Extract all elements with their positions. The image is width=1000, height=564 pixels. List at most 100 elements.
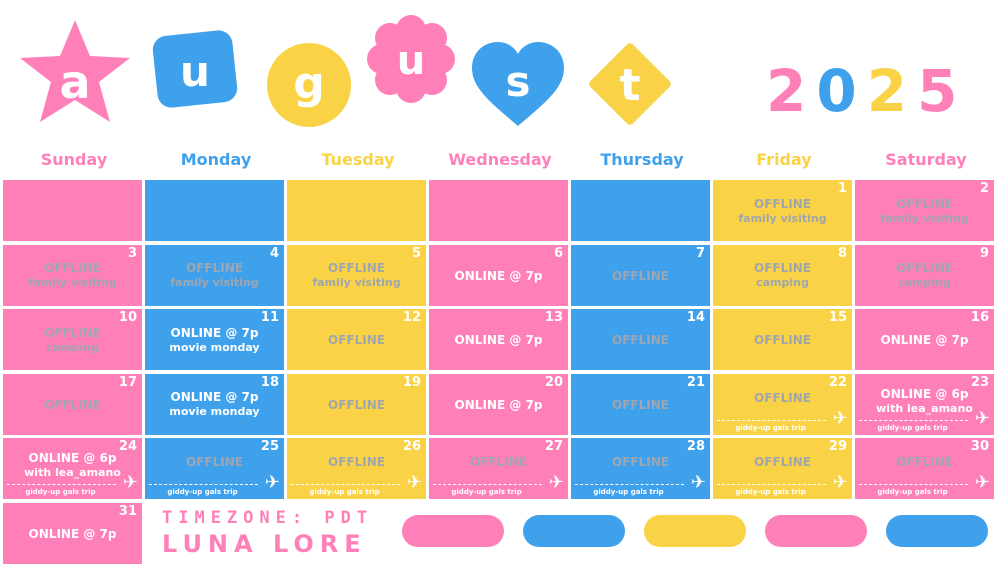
status-text: ONLINE @ 7p (454, 333, 543, 347)
day-number: 15 (828, 310, 847, 325)
status-note: family visiting (312, 276, 401, 289)
day-number: 29 (828, 439, 847, 454)
status-note: with lea_amano (876, 401, 973, 415)
dayname-tuesday: Tuesday (321, 150, 395, 169)
status-note: movie monday (169, 340, 260, 354)
status-text: OFFLINE (44, 397, 101, 412)
title-letter-s-heart: s (472, 42, 564, 126)
day-cell-29: 29 OFFLINE ✈ giddy-up gals trip (713, 438, 852, 499)
trip-dashed-line (149, 484, 258, 485)
day-cell-24: 24 ONLINE @ 6p with lea_amano ✈ giddy-up gal… (3, 438, 142, 499)
day-number: 25 (260, 439, 279, 454)
day-cell-6: 6 ONLINE @ 7p (429, 244, 568, 306)
day-cell-9: 9 OFFLINE camping (855, 244, 994, 306)
day-number: 27 (544, 439, 563, 454)
status-text: OFFLINE (328, 333, 385, 347)
letter-a: a (59, 55, 90, 109)
day-number: 26 (402, 439, 421, 454)
trip-dashed-line (433, 484, 542, 485)
day-cell-27: 27 OFFLINE ✈ giddy-up gals trip (429, 438, 568, 499)
status-text: ONLINE @ 7p (170, 325, 259, 340)
decor-pill (765, 515, 867, 547)
status-text: ONLINE @ 7p (28, 526, 117, 541)
day-cell-28: 28 OFFLINE ✈ giddy-up gals trip (571, 438, 710, 499)
decor-pill (402, 515, 504, 547)
trip-dashed-line (7, 484, 116, 485)
day-number: 20 (544, 374, 563, 390)
day-number: 5 (411, 245, 421, 261)
status-text: ONLINE @ 7p (454, 397, 543, 412)
status-note: family visiting (880, 211, 969, 225)
day-cell-31: 31 ONLINE @ 7p (3, 502, 142, 564)
trip-label: giddy-up gals trip (735, 423, 806, 432)
day-number: 17 (118, 374, 137, 390)
status-note: family visiting (738, 211, 827, 225)
dayname-wednesday: Wednesday (448, 150, 552, 169)
empty-cell (429, 180, 568, 241)
dayname-monday: Monday (180, 150, 252, 169)
day-cell-10: 10 OFFLINE camping (3, 309, 142, 370)
airplane-icon: ✈ (832, 407, 848, 429)
status-text: OFFLINE (896, 455, 953, 469)
dayname-saturday: Saturday (885, 150, 967, 169)
day-cell-5: 5 OFFLINE family visiting (287, 244, 426, 306)
airplane-icon: ✈ (122, 472, 138, 493)
year-digit: 2 (766, 57, 817, 125)
day-number: 2 (979, 181, 989, 196)
status-text: OFFLINE (470, 455, 527, 469)
airplane-icon: ✈ (974, 407, 990, 429)
year-digit: 2 (866, 57, 918, 125)
status-text: OFFLINE (896, 196, 953, 211)
day-number: 1 (837, 181, 847, 196)
status-text: OFFLINE (896, 261, 953, 275)
year-digit: 0 (816, 57, 867, 125)
trip-dashed-line (859, 419, 968, 421)
day-number: 16 (970, 310, 989, 325)
day-cell-21: 21 OFFLINE (571, 373, 710, 435)
day-cell-19: 19 OFFLINE (287, 373, 426, 435)
day-cell-7: 7 OFFLINE (571, 244, 710, 306)
status-text: OFFLINE (612, 333, 669, 347)
dayname-friday: Friday (756, 150, 812, 169)
day-number: 7 (695, 245, 705, 261)
day-cell-12: 12 OFFLINE (287, 309, 426, 370)
status-note: camping (898, 276, 951, 289)
status-text: ONLINE @ 7p (880, 333, 969, 347)
day-number: 9 (979, 245, 989, 261)
year-digit: 5 (917, 57, 968, 125)
empty-cell (571, 180, 710, 241)
day-number: 28 (686, 439, 705, 454)
airplane-icon: ✈ (406, 472, 422, 493)
day-number: 23 (970, 374, 989, 390)
day-cell-3: 3 OFFLINE family visiting (3, 244, 142, 306)
day-cell-26: 26 OFFLINE ✈ giddy-up gals trip (287, 438, 426, 499)
dayname-sunday: Sunday (40, 150, 108, 169)
day-number: 8 (837, 245, 847, 261)
trip-dashed-line (291, 484, 400, 485)
decor-pill (644, 515, 746, 547)
title-letter-u-square: u (152, 30, 238, 108)
status-note: family visiting (170, 276, 259, 289)
status-text: OFFLINE (44, 261, 101, 275)
trip-banner: ✈ giddy-up gals trip (291, 472, 422, 497)
title-letter-a-star: a (20, 20, 130, 122)
decor-pill (523, 515, 625, 547)
empty-cell (145, 180, 284, 241)
day-cell-17: 17 OFFLINE (3, 373, 142, 435)
airplane-icon: ✈ (974, 472, 990, 493)
timezone-label: TIMEZONE: PDT (162, 508, 374, 528)
day-cell-25: 25 OFFLINE ✈ giddy-up gals trip (145, 438, 284, 499)
status-text: OFFLINE (328, 455, 385, 469)
day-number: 19 (402, 374, 421, 390)
trip-label: giddy-up gals trip (167, 488, 238, 496)
trip-label: giddy-up gals trip (25, 488, 96, 496)
status-text: OFFLINE (754, 196, 811, 211)
status-text: ONLINE @ 6p (28, 451, 117, 465)
trip-dashed-line (717, 419, 826, 421)
trip-dashed-line (859, 484, 968, 485)
day-number: 22 (828, 374, 847, 390)
status-text: OFFLINE (754, 390, 811, 405)
day-cell-13: 13 ONLINE @ 7p (429, 309, 568, 370)
status-note: with lea_amano (24, 466, 121, 479)
year: 2025 (766, 62, 967, 120)
